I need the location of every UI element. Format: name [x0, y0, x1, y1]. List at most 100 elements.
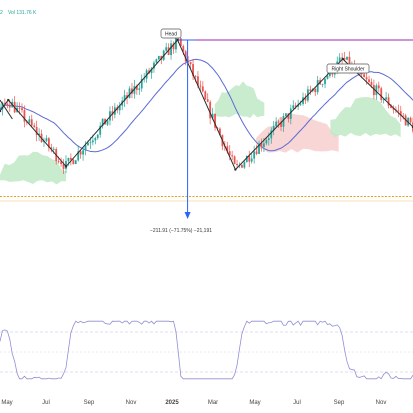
candle-body-40	[96, 134, 99, 139]
candle-body-19	[45, 138, 48, 142]
candle-body-119	[289, 108, 292, 119]
candle-body-21	[50, 147, 53, 150]
moving-average	[0, 58, 413, 153]
candle-body-108	[263, 143, 265, 147]
candle-body-11	[25, 121, 28, 123]
cloud-band-3	[330, 96, 401, 138]
candle-body-152	[370, 82, 373, 86]
pattern-pivot-4	[234, 168, 237, 171]
candle-body-125	[304, 97, 307, 101]
candle-body-2	[3, 102, 6, 104]
x-tick-label-9: Nov	[376, 400, 387, 406]
header-left-fragment: 2	[0, 10, 3, 16]
candle-body-129	[314, 88, 317, 93]
candle-body-20	[47, 138, 50, 148]
candle-body-36	[87, 142, 89, 146]
right-shoulder-label-box: Right Shoulder	[326, 63, 370, 74]
candle-body-117	[285, 113, 287, 117]
candle-body-93	[226, 146, 229, 152]
candle-body-156	[380, 88, 383, 100]
candle-body-155	[377, 85, 380, 89]
candle-body-139	[338, 57, 341, 62]
candle-body-111	[270, 130, 273, 139]
candle-body-3	[6, 103, 9, 105]
candle-body-82	[199, 85, 202, 87]
candle-body-68	[165, 47, 168, 51]
pattern-pivot-3	[176, 38, 179, 42]
candle-body-97	[236, 163, 238, 166]
candle-body-165	[402, 115, 405, 117]
candle-body-127	[309, 89, 312, 92]
x-tick-label-7: Jul	[293, 400, 301, 406]
candle-body-109	[265, 139, 268, 144]
candle-body-35	[84, 145, 87, 151]
candle-body-123	[299, 103, 302, 105]
candle-body-71	[172, 43, 175, 50]
candle-body-113	[275, 121, 278, 127]
candle-body-150	[365, 77, 368, 80]
candle-body-55	[133, 85, 136, 94]
candle-body-70	[170, 43, 172, 56]
candle-body-100	[243, 162, 246, 168]
candle-body-112	[272, 126, 275, 131]
candle-body-142	[346, 56, 348, 60]
time-axis: May Jul Sep Nov 2025 Mar May Jul Sep Nov	[1, 400, 386, 406]
candle-body-90	[219, 128, 221, 136]
candle-body-25	[60, 161, 62, 165]
candle-body-114	[277, 121, 280, 123]
candle-body-32	[77, 151, 80, 161]
cloud-band-1	[214, 81, 265, 118]
candle-body-158	[385, 97, 388, 100]
candle-body-134	[326, 75, 329, 79]
candle-body-57	[138, 88, 141, 90]
candle-body-154	[375, 85, 378, 96]
candle-body-53	[128, 88, 131, 99]
measure-label: −211.91 (−71.75%) −21,191	[150, 228, 212, 234]
candle-body-163	[397, 110, 400, 112]
candle-body-104	[253, 151, 256, 159]
candle-body-141	[343, 58, 346, 60]
candle-body-83	[201, 86, 204, 92]
candle-body-99	[241, 164, 243, 168]
candle-body-118	[287, 113, 290, 119]
x-tick-label-1: Jul	[42, 400, 50, 406]
x-tick-label-3: Nov	[126, 400, 137, 406]
candle-body-51	[123, 95, 126, 101]
candle-body-59	[143, 78, 146, 80]
candle-body-14	[33, 125, 36, 127]
candle-body-94	[228, 151, 231, 156]
x-tick-label-6: May	[249, 400, 260, 406]
pattern-pivot-5	[341, 57, 344, 61]
candle-body-85	[206, 99, 209, 102]
candle-body-31	[74, 160, 77, 165]
candle-body-153	[372, 85, 375, 96]
candle-body-159	[387, 97, 390, 106]
candle-body-78	[189, 62, 192, 65]
candle-body-84	[204, 91, 207, 100]
candle-body-76	[184, 51, 187, 62]
candle-body-27	[65, 161, 67, 169]
candle-body-86	[209, 101, 212, 119]
candle-body-116	[282, 116, 285, 127]
candle-body-26	[62, 164, 65, 169]
candle-body-62	[150, 68, 153, 74]
candle-body-130	[316, 80, 319, 93]
candle-body-157	[382, 99, 385, 101]
candle-body-140	[341, 57, 344, 59]
candle-body-106	[258, 143, 260, 154]
candle-body-164	[399, 111, 402, 116]
candle-body-38	[91, 140, 94, 143]
candle-body-56	[135, 85, 138, 90]
x-tick-label-8: Sep	[334, 400, 345, 406]
candle-body-107	[260, 143, 263, 147]
candle-body-96	[233, 156, 236, 164]
candle-body-74	[179, 38, 182, 47]
candle-body-1	[1, 102, 4, 110]
candle-body-44	[106, 120, 109, 125]
x-tick-label-2: Sep	[84, 400, 95, 406]
candle-body-77	[187, 61, 190, 63]
candle-body-105	[255, 151, 258, 154]
candle-body-75	[182, 46, 185, 52]
candle-body-102	[248, 156, 251, 162]
